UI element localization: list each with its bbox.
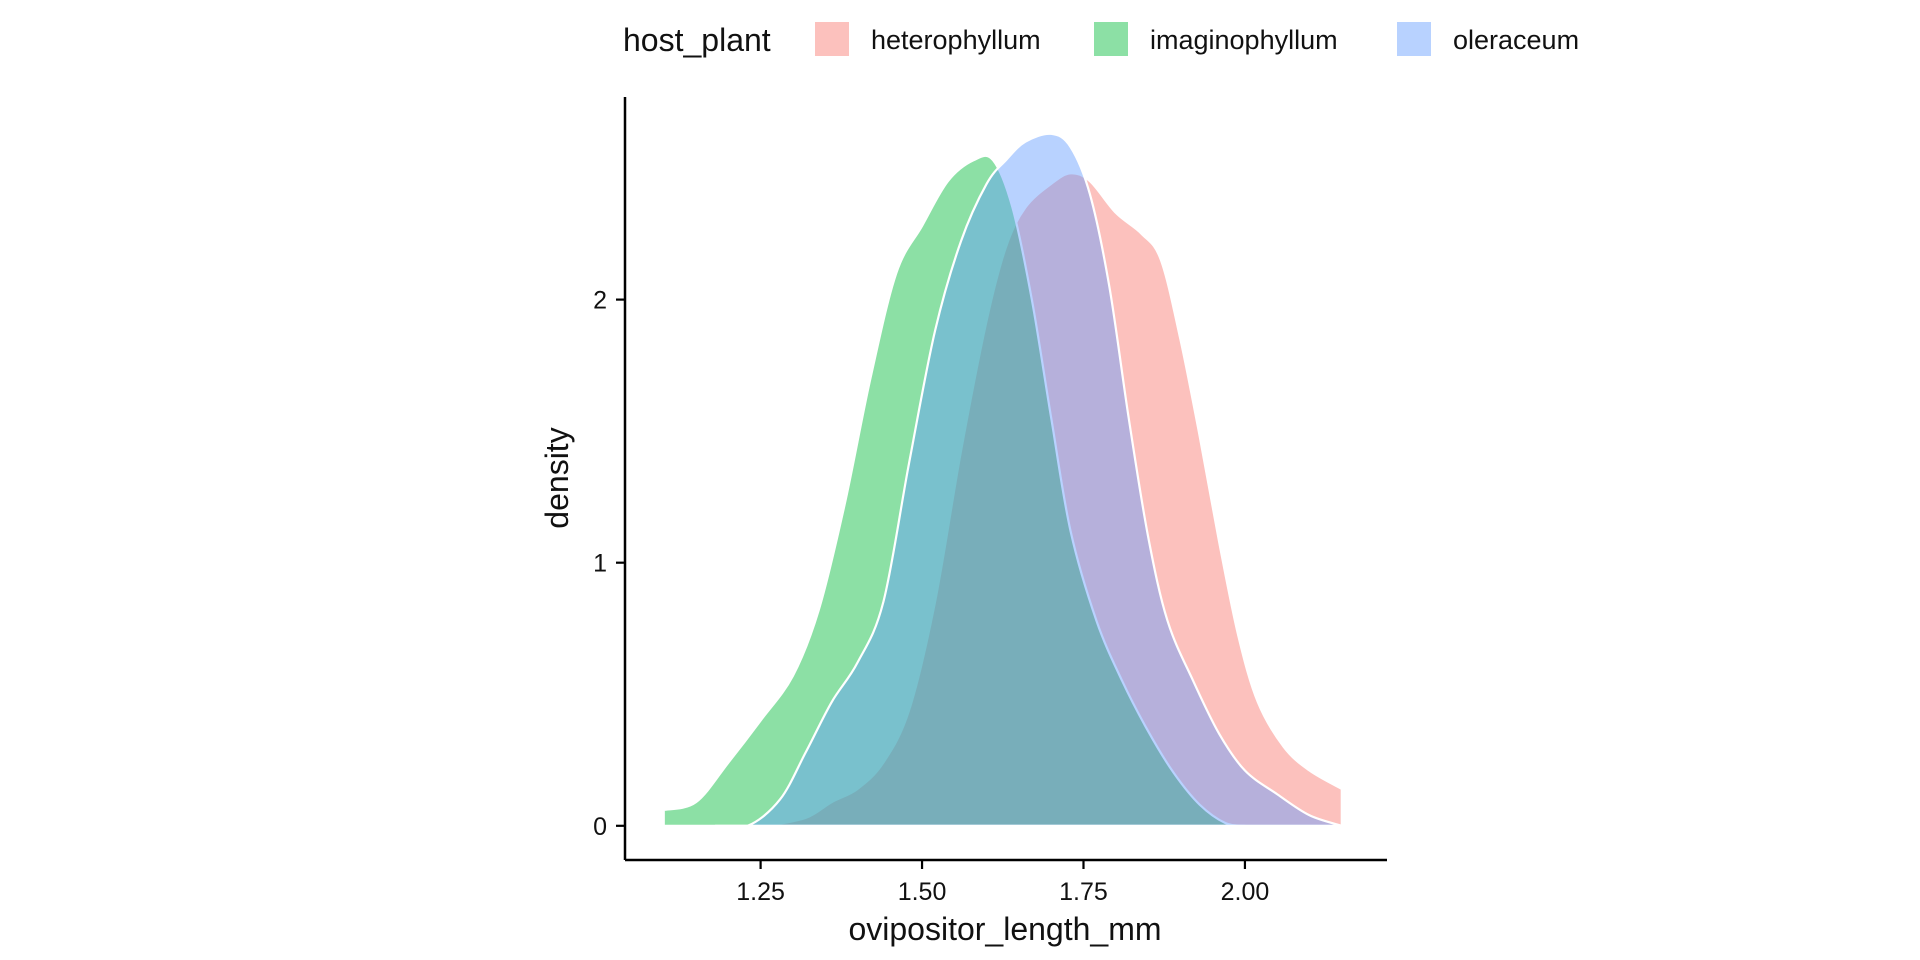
- legend-key-imaginophyllum: [1094, 22, 1128, 56]
- x-tick-label: 1.50: [898, 878, 947, 906]
- legend-key-oleraceum: [1397, 22, 1431, 56]
- legend: host_plant heterophyllum imaginophyllum ol…: [623, 22, 1579, 58]
- legend-label-heterophyllum: heterophyllum: [871, 25, 1041, 55]
- y-tick-label: 1: [593, 550, 607, 578]
- legend-items: heterophyllum imaginophyllum oleraceum: [815, 22, 1579, 56]
- y-axis-ticks: 0 1 2: [593, 287, 625, 841]
- legend-item-oleraceum: oleraceum: [1397, 22, 1579, 56]
- legend-key-heterophyllum: [815, 22, 849, 56]
- axes: 1.25 1.50 1.75 2.00 0 1 2 ovipositor_length_m…: [539, 97, 1387, 947]
- density-area-heterophyllum: [765, 172, 1343, 827]
- y-tick-label: 0: [593, 813, 607, 841]
- density-areas: [662, 132, 1343, 829]
- legend-label-imaginophyllum: imaginophyllum: [1150, 25, 1338, 55]
- legend-title: host_plant: [623, 22, 771, 58]
- x-axis-title: ovipositor_length_mm: [848, 911, 1161, 947]
- legend-item-imaginophyllum: imaginophyllum: [1094, 22, 1338, 56]
- x-axis-ticks: 1.25 1.50 1.75 2.00: [736, 860, 1269, 906]
- density-area-imaginophyllum: [662, 154, 1247, 827]
- density-area-oleraceum: [714, 132, 1343, 829]
- x-tick-label: 1.75: [1059, 878, 1108, 906]
- x-tick-label: 1.25: [736, 878, 785, 906]
- legend-label-oleraceum: oleraceum: [1453, 25, 1579, 55]
- y-tick-label: 2: [593, 287, 607, 315]
- x-tick-label: 2.00: [1221, 878, 1270, 906]
- y-axis-title: density: [539, 427, 575, 528]
- legend-item-heterophyllum: heterophyllum: [815, 22, 1041, 56]
